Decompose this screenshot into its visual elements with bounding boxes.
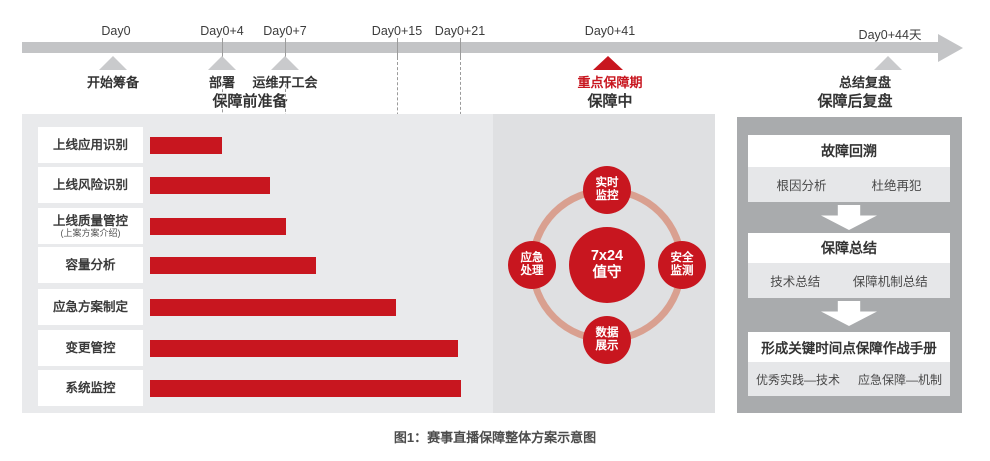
milestone-label-2: 运维开工会 bbox=[252, 75, 318, 90]
flow-step-3: 形成关键时间点保障作战手册 优秀实践—技术 应急保障—机制 bbox=[748, 332, 950, 396]
day-label-4: Day0+21 bbox=[434, 24, 486, 38]
timeline-arrowhead-icon bbox=[938, 34, 963, 62]
cycle-node-center: 7x24 值守 bbox=[569, 227, 645, 303]
flow-step-3-items: 优秀实践—技术 应急保障—机制 bbox=[748, 362, 950, 396]
milestone-marker-icon bbox=[874, 56, 902, 70]
cycle-node-bottom: 数据 展示 bbox=[583, 316, 631, 364]
gantt-label-text: 上线质量管控 bbox=[52, 213, 128, 228]
gantt-label-text: 变更管控 bbox=[65, 340, 116, 355]
timeline-tick bbox=[460, 38, 461, 57]
gantt-label: 应急方案制定 bbox=[38, 289, 143, 325]
milestone-label-1: 部署 bbox=[208, 75, 236, 90]
gantt-bar bbox=[150, 380, 461, 397]
flow-step-2-item-0: 技术总结 bbox=[770, 275, 821, 289]
section-title-during: 保障中 bbox=[587, 93, 633, 110]
milestone-label-4: 总结复盘 bbox=[838, 75, 892, 90]
gantt-label: 系统监控 bbox=[38, 370, 143, 406]
cycle-node-top: 实时 监控 bbox=[583, 166, 631, 214]
section-title-after: 保障后复盘 bbox=[817, 93, 893, 110]
flow-step-3-item-0: 优秀实践—技术 bbox=[756, 372, 841, 387]
cycle-node-left: 应急 处理 bbox=[508, 241, 556, 289]
timeline-bar bbox=[22, 42, 940, 53]
gantt-bar bbox=[150, 340, 458, 357]
gantt-label-text: 上线应用识别 bbox=[52, 137, 128, 152]
flow-step-1-item-1: 杜绝再犯 bbox=[871, 179, 922, 193]
gantt-label: 上线应用识别 bbox=[38, 127, 143, 163]
milestone-label-3: 重点保障期 bbox=[577, 75, 643, 90]
flow-step-3-title: 形成关键时间点保障作战手册 bbox=[748, 332, 950, 362]
gantt-label-subtext: (上案方案介绍) bbox=[60, 228, 121, 239]
gantt-label-text: 容量分析 bbox=[65, 257, 116, 272]
gantt-label-text: 系统监控 bbox=[65, 380, 116, 395]
milestone-label-0: 开始筹备 bbox=[86, 75, 140, 90]
section-title-before: 保障前准备 bbox=[212, 93, 288, 110]
milestone-marker-icon bbox=[271, 56, 299, 70]
gantt-label: 上线质量管控 (上案方案介绍) bbox=[38, 208, 143, 244]
milestone-marker-icon bbox=[99, 56, 127, 70]
day-label-5: Day0+41 bbox=[584, 24, 636, 38]
gantt-label: 上线风险识别 bbox=[38, 167, 143, 203]
flow-step-3-item-1: 应急保障—机制 bbox=[857, 372, 942, 387]
gantt-label: 变更管控 bbox=[38, 330, 143, 366]
gantt-bar bbox=[150, 137, 222, 154]
flow-step-2-items: 技术总结 保障机制总结 bbox=[748, 263, 950, 298]
day-label-0: Day0 bbox=[101, 24, 131, 38]
flow-step-1-item-0: 根因分析 bbox=[776, 179, 827, 193]
day-label-6: Day0+44天 bbox=[858, 28, 922, 42]
milestone-marker-highlight-icon bbox=[593, 56, 623, 70]
gantt-label-text: 上线风险识别 bbox=[52, 177, 128, 192]
flow-step-1: 故障回溯 根因分析 杜绝再犯 bbox=[748, 135, 950, 202]
timeline-tick bbox=[285, 38, 286, 57]
flow-step-1-title: 故障回溯 bbox=[748, 135, 950, 167]
milestone-marker-icon bbox=[208, 56, 236, 70]
timeline-tick bbox=[397, 38, 398, 57]
day-label-1: Day0+4 bbox=[200, 24, 244, 38]
gantt-bar bbox=[150, 218, 286, 235]
flow-step-1-items: 根因分析 杜绝再犯 bbox=[748, 167, 950, 202]
gantt-bar bbox=[150, 299, 396, 316]
gantt-label-text: 应急方案制定 bbox=[52, 299, 128, 314]
gantt-bar bbox=[150, 177, 270, 194]
gantt-label: 容量分析 bbox=[38, 247, 143, 283]
cycle-node-right: 安全 监测 bbox=[658, 241, 706, 289]
flow-step-2: 保障总结 技术总结 保障机制总结 bbox=[748, 233, 950, 298]
day-label-2: Day0+7 bbox=[263, 24, 307, 38]
gantt-bar bbox=[150, 257, 316, 274]
figure-caption: 图1：赛事直播保障整体方案示意图 bbox=[393, 430, 597, 445]
timeline-tick bbox=[222, 38, 223, 57]
flow-step-2-item-1: 保障机制总结 bbox=[852, 275, 928, 289]
flow-step-2-title: 保障总结 bbox=[748, 233, 950, 263]
day-label-3: Day0+15 bbox=[371, 24, 423, 38]
